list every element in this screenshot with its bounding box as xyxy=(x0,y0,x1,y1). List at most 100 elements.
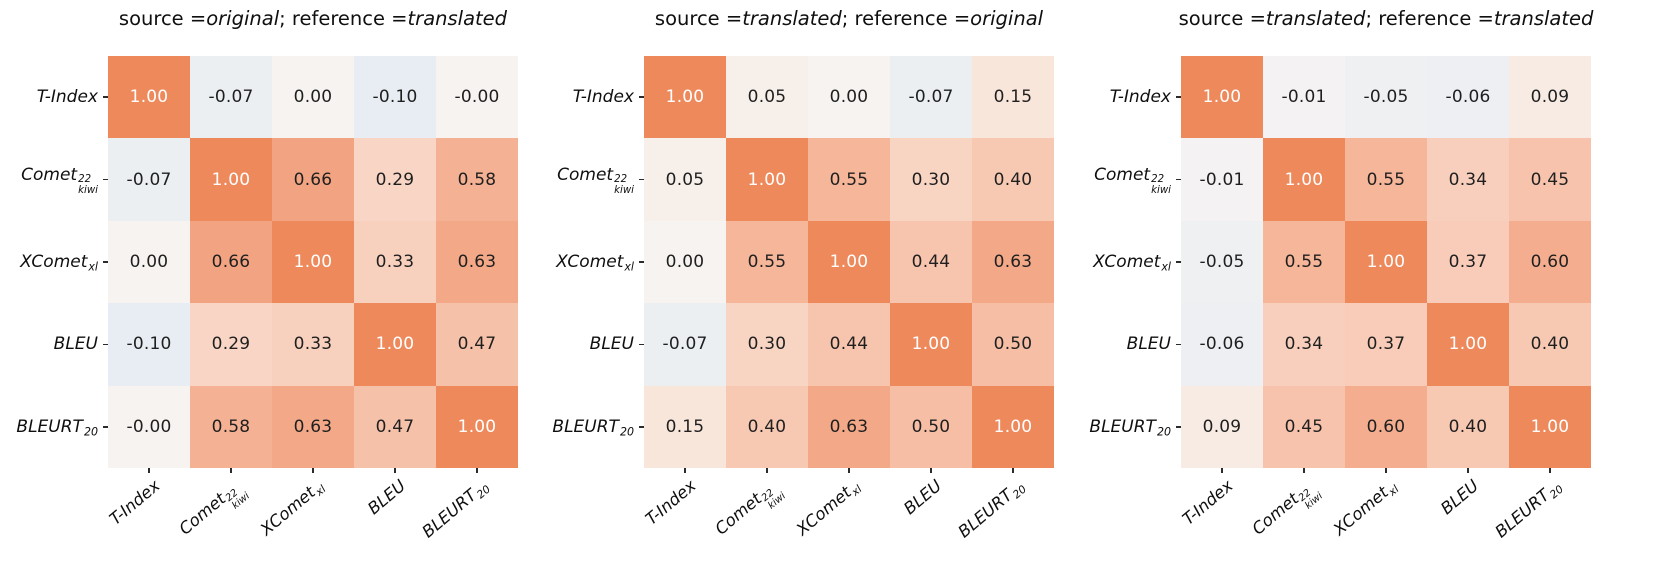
y-tick-label: XCometxl xyxy=(518,221,634,303)
y-tick-mark xyxy=(1176,343,1181,346)
y-tick-mark xyxy=(1176,426,1181,428)
metric-label: BLEURT20 xyxy=(418,482,493,542)
heatmap-cell: 1.00 xyxy=(972,385,1054,468)
metric-label: XCometxl xyxy=(1330,482,1402,540)
x-tick-mark xyxy=(1012,468,1014,473)
x-tick-label: Comet 22 kiwi xyxy=(1248,476,1326,546)
heatmap-cell: 1.00 xyxy=(1509,385,1591,468)
heatmap-cell: -0.00 xyxy=(108,385,190,468)
x-tick-label: BLEURT20 xyxy=(1491,476,1566,542)
heatmap-grid: 1.00 0.05 0.00 -0.07 0.15 0.05 1.00 0.55 0.30 0.4… xyxy=(644,56,1054,468)
y-tick-label: BLEURT20 xyxy=(0,386,98,468)
heatmap-cell: 0.50 xyxy=(890,385,972,468)
heatmap-cell: 0.60 xyxy=(1345,385,1427,468)
heatmap-cell: 0.45 xyxy=(1509,138,1591,221)
heatmap-cell: 1.00 xyxy=(272,220,354,304)
heatmap-cell: 0.30 xyxy=(726,303,808,386)
heatmap-cell: 0.63 xyxy=(972,220,1054,304)
y-tick-label: T-Index xyxy=(518,56,634,138)
panel-title-part: original xyxy=(970,7,1044,30)
y-tick-mark xyxy=(639,343,644,346)
heatmap-cell: 1.00 xyxy=(1181,56,1263,139)
heatmap-cell: -0.07 xyxy=(890,56,972,139)
metric-label: BLEURT20 xyxy=(1491,482,1566,542)
heatmap-cell: 0.45 xyxy=(1263,385,1345,468)
x-tick-mark xyxy=(1385,468,1387,473)
heatmap-cell: 0.05 xyxy=(726,56,808,139)
heatmap-cell: 1.00 xyxy=(108,56,190,139)
metric-label: BLEU xyxy=(364,476,410,519)
y-tick-mark xyxy=(103,343,108,346)
panel-title-part: ; reference = xyxy=(279,7,408,30)
heatmap-cell: -0.07 xyxy=(108,138,190,221)
heatmap-cell: 1.00 xyxy=(190,138,272,221)
metric-label: T-Index xyxy=(572,87,634,108)
heatmap-cell: -0.06 xyxy=(1181,303,1263,386)
x-tick-mark xyxy=(1221,468,1223,473)
y-tick-mark xyxy=(639,261,644,263)
heatmap-cell: 1.00 xyxy=(436,385,518,468)
heatmap-cell: -0.00 xyxy=(436,56,518,139)
metric-label: BLEURT20 xyxy=(552,416,634,439)
metric-label: BLEURT20 xyxy=(1089,416,1171,439)
y-tick-label: Comet 22 kiwi xyxy=(0,138,98,220)
y-tick-label: Comet 22 kiwi xyxy=(518,138,634,220)
heatmap-cell: -0.05 xyxy=(1345,56,1427,139)
metric-label: Comet 22 kiwi xyxy=(1248,487,1326,539)
heatmap-cell: 0.44 xyxy=(808,303,890,386)
panel-title-part: source = xyxy=(654,7,743,30)
metric-label: BLEU xyxy=(900,476,946,519)
x-tick-label: BLEU xyxy=(364,476,409,518)
x-tick-label: Comet 22 kiwi xyxy=(176,476,253,546)
y-tick-label: BLEURT20 xyxy=(518,386,634,468)
panel-title-part: translated xyxy=(1493,7,1594,30)
x-tick-label: Comet 22 kiwi xyxy=(711,476,789,546)
x-tick-mark xyxy=(930,468,932,473)
heatmap-cell: 0.09 xyxy=(1181,385,1263,468)
metric-label: T-Index xyxy=(641,476,700,529)
metric-label: T-Index xyxy=(1109,87,1171,108)
heatmap-cell: 0.55 xyxy=(808,138,890,221)
x-tick-label: BLEURT20 xyxy=(954,476,1029,542)
heatmap-cell: -0.07 xyxy=(190,56,272,139)
y-tick-mark xyxy=(639,178,644,181)
heatmap-cell: 1.00 xyxy=(354,303,436,386)
metric-label: Comet 22 kiwi xyxy=(711,487,789,539)
metric-label: XCometxl xyxy=(793,482,865,540)
metric-label: BLEURT20 xyxy=(954,482,1029,542)
x-tick-mark xyxy=(1549,468,1551,473)
panel-title-part: source = xyxy=(118,7,207,30)
panel-title: source = original; reference = translate… xyxy=(108,6,518,32)
heatmap-cell: 0.05 xyxy=(644,138,726,221)
metric-label: XCometxl xyxy=(1093,251,1171,274)
x-tick-label: BLEU xyxy=(1437,476,1482,518)
heatmap-cell: 0.29 xyxy=(190,303,272,386)
metric-label: BLEU xyxy=(1437,476,1483,519)
x-tick-label: XCometxl xyxy=(793,476,865,540)
heatmap-grid: 1.00 -0.01 -0.05 -0.06 0.09 -0.01 1.00 0.55 0.34… xyxy=(1181,56,1591,468)
heatmap-cell: 0.58 xyxy=(436,138,518,221)
y-tick-label: Comet 22 kiwi xyxy=(1054,138,1171,220)
heatmap-panel-1: source = original; reference = translate… xyxy=(0,0,518,567)
x-tick-mark xyxy=(766,468,768,473)
heatmap-cell: 1.00 xyxy=(1345,220,1427,304)
heatmap-cell: 0.47 xyxy=(436,303,518,386)
heatmap-cell: -0.01 xyxy=(1181,138,1263,221)
heatmap-cell: 0.40 xyxy=(1427,385,1509,468)
x-tick-mark xyxy=(1467,468,1469,473)
y-tick-mark xyxy=(639,426,644,428)
heatmap-cell: 0.00 xyxy=(808,56,890,139)
heatmap-cell: 0.37 xyxy=(1427,220,1509,304)
metric-label: Comet 22 kiwi xyxy=(557,164,634,196)
heatmap-cell: 1.00 xyxy=(644,56,726,139)
heatmap-cell: 0.37 xyxy=(1345,303,1427,386)
y-tick-mark xyxy=(1176,96,1181,99)
panel-title-part: translated xyxy=(407,7,508,30)
heatmap-cell: 0.66 xyxy=(190,220,272,304)
y-tick-mark xyxy=(103,426,108,428)
x-tick-mark xyxy=(1303,468,1305,473)
heatmap-cell: 0.40 xyxy=(1509,303,1591,386)
panel-title: source = translated; reference = transla… xyxy=(1179,6,1594,32)
y-tick-mark xyxy=(1176,261,1181,263)
